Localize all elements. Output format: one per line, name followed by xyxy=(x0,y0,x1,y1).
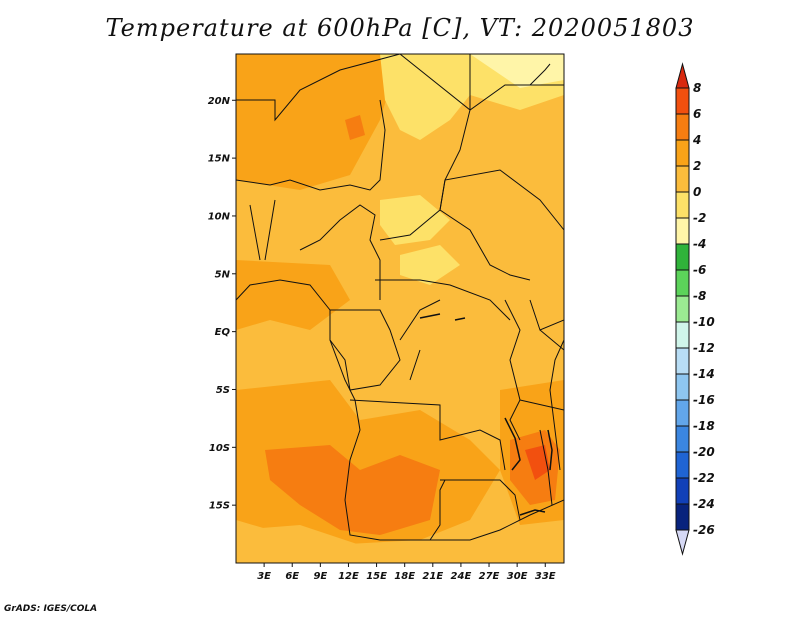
lat-tick-label: 15S xyxy=(209,501,230,512)
boundary-congo-drc xyxy=(399,299,441,381)
lake-kariba xyxy=(519,509,546,516)
map-frame xyxy=(235,53,565,564)
boundary-benin-togo xyxy=(249,199,276,261)
field-central-pale xyxy=(380,195,450,245)
legend-level-label: -16 xyxy=(693,393,715,407)
lon-tick-label: 18E xyxy=(394,571,415,582)
legend-level-label: 2 xyxy=(693,159,701,173)
legend-level-label: 8 xyxy=(693,81,701,95)
latitude-axis: 20N 15N 10N 5N EQ 5S 10S 15S xyxy=(208,96,236,512)
boundary-angola xyxy=(344,399,446,541)
legend-swatch xyxy=(675,399,690,427)
lat-tick-label: 5S xyxy=(216,385,230,396)
boundary-zambia xyxy=(440,479,521,521)
boundary-car-drc xyxy=(375,279,511,321)
legend-swatch xyxy=(675,477,690,505)
legend-swatch xyxy=(675,425,690,453)
longitude-axis: 3E 6E 9E 12E 15E 18E 21E 24E 27E 30E 33E xyxy=(257,563,556,582)
legend-level-label: -20 xyxy=(693,445,715,459)
legend-level-label: -14 xyxy=(693,367,715,381)
legend-swatch xyxy=(675,243,690,271)
boundary-rift-lakes xyxy=(504,299,521,441)
boundary-malawi-lake xyxy=(539,429,553,506)
boundary-car-chad xyxy=(379,209,531,281)
lon-tick-label: 3E xyxy=(257,571,271,582)
legend-level-label: 0 xyxy=(693,185,701,199)
field-central-pale-2 xyxy=(400,245,460,285)
legend-swatch xyxy=(675,503,690,531)
boundary-congo-gabon xyxy=(329,309,401,391)
legend-level-label: -12 xyxy=(693,341,715,355)
field-north-west xyxy=(236,54,400,190)
legend-level-label: 4 xyxy=(692,133,701,147)
lake-tanganyika xyxy=(504,417,521,471)
lon-tick-label: 21E xyxy=(422,571,443,582)
legend-swatch xyxy=(675,113,690,141)
legend-swatch xyxy=(675,139,690,167)
legend-level-label: -18 xyxy=(693,419,715,433)
legend-swatch xyxy=(675,87,690,115)
legend-swatch xyxy=(675,347,690,375)
country-boundaries xyxy=(236,54,564,541)
legend-swatch xyxy=(675,269,690,297)
lat-tick-label: 10N xyxy=(208,211,231,222)
legend-level-label: -4 xyxy=(693,237,706,251)
boundary-red-sea xyxy=(529,63,551,86)
legend-level-label: -26 xyxy=(693,523,715,537)
legend-swatch xyxy=(675,165,690,193)
lon-tick-label: 9E xyxy=(313,571,327,582)
lat-tick-label: EQ xyxy=(215,327,231,338)
chart-title: Temperature at 600hPa [C], VT: 202005180… xyxy=(105,14,695,42)
boundary-algeria-niger xyxy=(236,54,401,122)
boundary-chad-sudan xyxy=(439,169,564,231)
boundary-egypt-sudan xyxy=(469,54,564,111)
lon-tick-label: 27E xyxy=(479,571,500,582)
legend-level-label: -22 xyxy=(693,471,715,485)
lat-tick-label: 5N xyxy=(215,269,231,280)
river-congo xyxy=(419,313,466,321)
lon-tick-label: 30E xyxy=(507,571,528,582)
boundary-drc-angola xyxy=(349,399,506,471)
lake-malawi xyxy=(547,429,553,471)
legend-arrow-bottom xyxy=(675,529,690,556)
field-sahara-lightest xyxy=(470,54,564,88)
legend-swatch xyxy=(675,373,690,401)
lon-tick-label: 33E xyxy=(535,571,556,582)
legend-swatch xyxy=(675,295,690,323)
boundary-zimbabwe xyxy=(430,499,564,541)
lat-tick-label: 15N xyxy=(208,154,231,165)
credit-text: GrADS: IGES/COLA xyxy=(4,604,98,614)
lon-tick-label: 6E xyxy=(285,571,299,582)
legend-level-label: 6 xyxy=(693,107,701,121)
lat-tick-label: 20N xyxy=(208,96,231,107)
boundary-tanzania xyxy=(519,329,564,411)
legend-level-label: -6 xyxy=(693,263,706,277)
lon-tick-label: 15E xyxy=(366,571,387,582)
field-south-edge xyxy=(236,525,564,563)
legend-level-label: -24 xyxy=(693,497,715,511)
lat-tick-label: 10S xyxy=(209,443,230,454)
temperature-field xyxy=(236,54,564,563)
legend-swatch xyxy=(675,321,690,349)
legend-swatch xyxy=(675,191,690,219)
coastline-east xyxy=(549,339,564,471)
legend-level-label: -10 xyxy=(693,315,715,329)
lon-tick-label: 24E xyxy=(451,571,472,582)
legend-level-label: -2 xyxy=(693,211,706,225)
boundary-niger-nigeria xyxy=(236,99,386,191)
field-angola-hot xyxy=(265,445,440,535)
legend-swatch xyxy=(675,451,690,479)
legend-arrow-top xyxy=(675,62,690,89)
lon-tick-label: 12E xyxy=(338,571,359,582)
legend-swatch xyxy=(675,217,690,245)
field-malawi-hottest xyxy=(525,445,550,480)
color-legend: 8 6 4 2 0 -2 -4 -6 -8 -10 -12 -14 -16 -18 -20 -22 -24 -26 xyxy=(675,62,715,556)
field-gulf-guinea xyxy=(236,260,350,330)
legend-level-label: -8 xyxy=(693,289,706,303)
boundary-nigeria-cameroon xyxy=(299,204,381,300)
field-north-spot xyxy=(345,115,365,140)
coastline-west xyxy=(236,279,356,401)
